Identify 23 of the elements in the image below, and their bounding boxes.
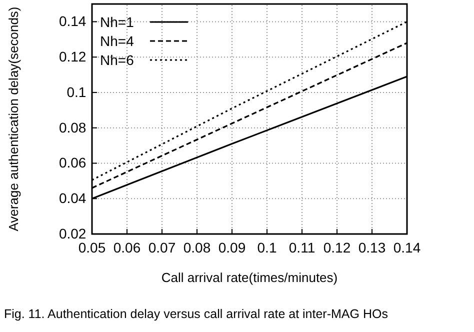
x-tick-label: 0.14 <box>393 239 421 256</box>
legend-label: Nh=1 <box>100 14 134 30</box>
y-axis-title: Average authentication delay(seconds) <box>6 6 21 232</box>
legend-label: Nh=6 <box>100 52 134 68</box>
y-tick-label: 0.04 <box>58 190 86 206</box>
x-tick-label: 0.11 <box>288 239 316 256</box>
y-tick-label: 0.02 <box>58 225 86 242</box>
y-tick-label: 0.12 <box>58 48 86 65</box>
x-tick-label: 0.13 <box>358 239 386 256</box>
y-tick-label: 0.1 <box>66 84 86 100</box>
x-tick-label: 0.09 <box>218 239 246 256</box>
x-tick-label: 0.08 <box>183 239 211 256</box>
y-tick-label: 0.08 <box>58 119 86 136</box>
x-tick-label: 0.06 <box>113 239 141 256</box>
x-tick-label: 0.1 <box>257 239 277 256</box>
y-tick-label: 0.06 <box>58 154 86 171</box>
caption: Fig. 11. Authentication delay versus call arrival rate at inter-MAG HOs <box>4 307 388 321</box>
x-tick-label: 0.05 <box>78 239 106 256</box>
x-tick-label: 0.07 <box>148 239 176 256</box>
x-tick-label: 0.12 <box>323 239 351 256</box>
x-axis-title: Call arrival rate(times/minutes) <box>161 270 338 285</box>
y-tick-label: 0.14 <box>58 13 86 30</box>
legend-label: Nh=4 <box>100 33 134 49</box>
